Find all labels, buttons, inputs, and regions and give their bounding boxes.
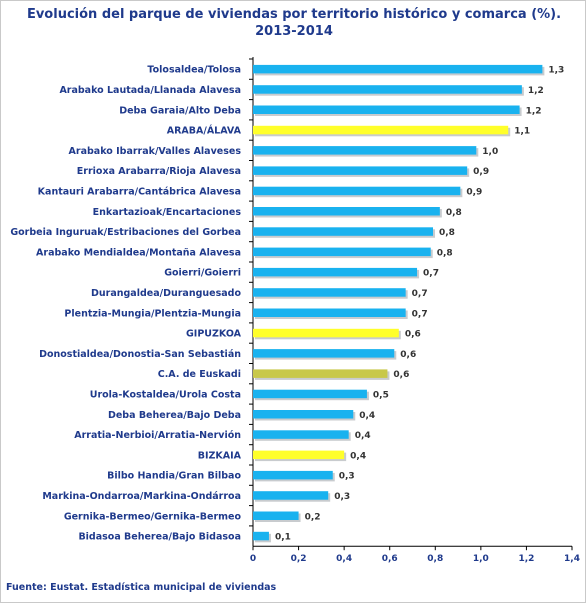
x-tick-label: 0,6 <box>382 554 398 564</box>
bar <box>253 288 406 297</box>
category-label: Goierri/Goierri <box>164 268 241 279</box>
bar <box>253 308 406 317</box>
data-label: 1,0 <box>482 147 498 157</box>
data-label: 1,3 <box>548 66 564 76</box>
bar <box>253 85 522 94</box>
data-label: 0,4 <box>359 411 375 421</box>
data-label: 0,5 <box>373 390 389 400</box>
bar <box>253 430 349 439</box>
category-label: C.A. de Euskadi <box>158 369 241 380</box>
x-tick-label: 1,2 <box>518 554 534 564</box>
bar <box>253 328 399 338</box>
data-label: 0,8 <box>446 208 462 218</box>
bar <box>253 64 543 74</box>
category-label: Kantauri Arabarra/Cantábrica Alavesa <box>38 186 241 197</box>
category-label: Arabako Mendialdea/Montaña Alavesa <box>36 247 241 258</box>
bar <box>253 267 418 277</box>
bar <box>253 491 329 500</box>
data-label: 0,7 <box>423 269 439 279</box>
data-label: 0,4 <box>350 451 366 461</box>
category-label: ARABA/ÁLAVA <box>167 125 242 137</box>
bar <box>253 450 345 460</box>
category-label: Tolosaldea/Tolosa <box>147 65 241 76</box>
source-note: Fuente: Eustat. Estadística municipal de… <box>6 582 277 593</box>
bar <box>253 105 520 114</box>
category-label: Markina-Ondarroa/Markina-Ondárroa <box>42 491 241 502</box>
category-label: Bidasoa Beherea/Bajo Bidasoa <box>78 532 241 543</box>
chart-title: Evolución del parque de viviendas por te… <box>0 6 588 40</box>
data-label: 0,6 <box>400 350 416 360</box>
category-label: Deba Garaia/Alto Deba <box>119 105 241 116</box>
chart-title-line-1: Evolución del parque de viviendas por te… <box>26 7 562 22</box>
data-label: 0,9 <box>466 187 482 197</box>
bar <box>253 125 509 135</box>
x-tick-label: 1,4 <box>564 554 580 564</box>
category-label: Arabako Ibarrak/Valles Alaveses <box>69 146 242 157</box>
category-label: Donostialdea/Donostia-San Sebastián <box>39 349 241 360</box>
category-label: Durangaldea/Duranguesado <box>91 288 241 299</box>
bar <box>253 531 269 541</box>
category-label: Plentzia-Mungia/Plentzia-Mungia <box>64 308 241 319</box>
bar-chart: 0 0,2 0,4 0,6 0,8 1,0 1,2 1,4 Tolosaldea/Tolosa 1… <box>10 57 580 564</box>
bar <box>253 166 468 175</box>
bar <box>253 349 395 358</box>
data-label: 0,3 <box>334 492 350 502</box>
x-tick-label: 1,0 <box>473 554 489 564</box>
data-label: 0,7 <box>412 289 428 299</box>
category-label: Gernika-Bermeo/Gernika-Bermeo <box>64 511 242 522</box>
bar <box>253 146 477 155</box>
data-label: 0,7 <box>412 309 428 319</box>
data-label: 0,6 <box>393 370 409 380</box>
category-label: Arabako Lautada/Llanada Alavesa <box>59 85 241 96</box>
bar <box>253 247 431 257</box>
bar <box>253 389 367 399</box>
bar <box>253 410 354 419</box>
data-label: 0,8 <box>439 228 455 238</box>
bar <box>253 207 440 216</box>
x-tick-label: 0 <box>250 554 256 564</box>
data-label: 1,2 <box>528 86 544 96</box>
bar <box>253 186 461 196</box>
x-tick-label: 0,8 <box>427 554 443 564</box>
category-label: Deba Beherea/Bajo Deba <box>108 410 241 421</box>
data-label: 0,8 <box>437 248 453 258</box>
chart-title-line-2: 2013-2014 <box>255 24 333 39</box>
bar <box>253 369 388 378</box>
category-label: Arratia-Nerbioi/Arratia-Nervión <box>74 430 241 441</box>
data-label: 1,2 <box>526 106 542 116</box>
data-label: 0,9 <box>473 167 489 177</box>
data-label: 0,3 <box>339 472 355 482</box>
bar <box>253 511 299 520</box>
category-label: Gorbeia Inguruak/Estribaciones del Gorbe… <box>10 227 241 238</box>
bar <box>253 470 333 480</box>
data-label: 0,1 <box>275 533 291 543</box>
data-label: 0,4 <box>355 431 371 441</box>
category-label: BIZKAIA <box>198 450 242 461</box>
category-label: GIPUZKOA <box>186 329 242 340</box>
category-label: Bilbo Handia/Gran Bilbao <box>107 471 241 482</box>
x-tick-label: 0,4 <box>336 554 352 564</box>
data-label: 1,1 <box>514 127 530 137</box>
bar <box>253 227 434 236</box>
category-label: Errioxa Arabarra/Rioja Alavesa <box>77 166 241 177</box>
category-label: Enkartazioak/Encartaciones <box>93 207 242 218</box>
x-tick-label: 0,2 <box>291 554 307 564</box>
category-label: Urola-Kostaldea/Urola Costa <box>90 389 241 400</box>
data-label: 0,6 <box>405 330 421 340</box>
data-label: 0,2 <box>305 512 321 522</box>
